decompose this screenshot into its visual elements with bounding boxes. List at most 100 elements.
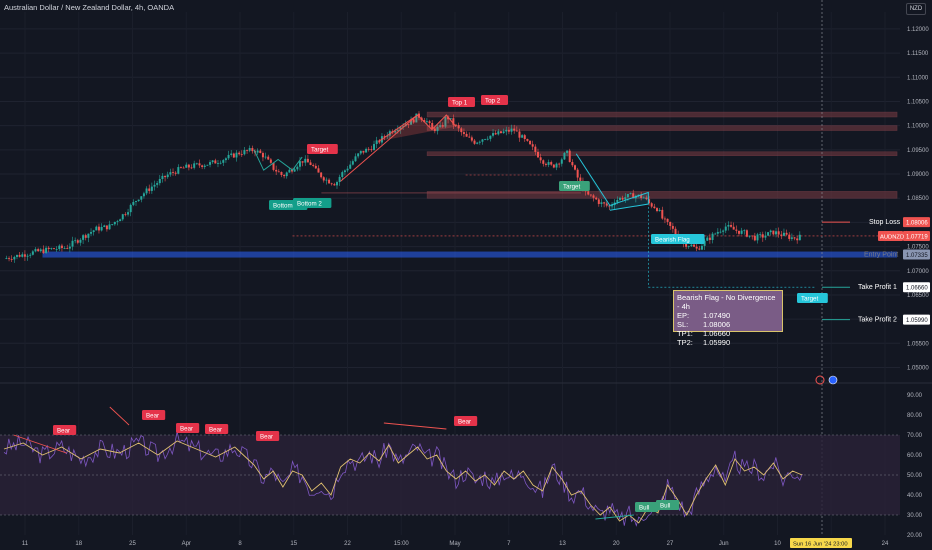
candle-body bbox=[166, 174, 169, 178]
svg-text:Bear: Bear bbox=[260, 434, 273, 441]
time-tick-label: 8 bbox=[238, 541, 242, 547]
price-tick-label: 1.07500 bbox=[907, 245, 929, 251]
candle-body bbox=[277, 171, 280, 173]
candle-body bbox=[193, 163, 196, 168]
price-tick-label: 1.11000 bbox=[907, 75, 929, 81]
candle-body bbox=[798, 234, 801, 241]
candle-body bbox=[669, 221, 672, 226]
rsi-tick-label: 80.00 bbox=[907, 413, 923, 419]
candle-body bbox=[145, 188, 148, 194]
tp1-price-label: 1.06660 bbox=[903, 282, 930, 293]
badge-rsi-bear: Bear bbox=[256, 431, 280, 441]
candle-body bbox=[113, 221, 116, 225]
resistance-zone bbox=[426, 125, 898, 131]
candle-body bbox=[55, 249, 58, 250]
time-tick-label: 11 bbox=[22, 541, 29, 547]
candle-body bbox=[748, 235, 751, 237]
currency-button[interactable]: NZD bbox=[906, 3, 926, 15]
candle-body bbox=[587, 191, 590, 195]
candle-body bbox=[663, 218, 666, 220]
svg-text:Target: Target bbox=[311, 147, 328, 154]
candle-body bbox=[441, 125, 444, 127]
candle-body bbox=[309, 162, 312, 165]
candle-body bbox=[618, 197, 621, 200]
candle-body bbox=[79, 239, 82, 243]
candle-body bbox=[402, 126, 405, 128]
candle-body bbox=[129, 204, 132, 213]
svg-text:Bear: Bear bbox=[146, 413, 159, 420]
candle-body bbox=[322, 177, 325, 181]
candle-body bbox=[415, 113, 418, 123]
candle-body bbox=[756, 234, 759, 241]
candle-body bbox=[510, 128, 513, 132]
entry-point-label: Entry Point bbox=[864, 252, 898, 259]
candle-body bbox=[63, 248, 66, 249]
badge-rsi-bull: Bull bbox=[635, 502, 659, 512]
candle-body bbox=[328, 179, 331, 184]
candle-body bbox=[685, 243, 688, 247]
candle-body bbox=[529, 140, 532, 145]
candle-body bbox=[219, 162, 222, 164]
candle-body bbox=[134, 201, 137, 203]
candle-body bbox=[298, 161, 301, 167]
candle-body bbox=[399, 127, 402, 130]
candle-body bbox=[301, 161, 304, 163]
price-tick-label: 1.05500 bbox=[907, 341, 929, 347]
candle-body bbox=[261, 152, 264, 158]
candle-body bbox=[489, 135, 492, 139]
candle-body bbox=[727, 224, 730, 227]
candle-body bbox=[373, 144, 376, 151]
svg-text:1.07335: 1.07335 bbox=[906, 253, 928, 259]
candle-body bbox=[23, 254, 26, 257]
time-tick-label: 10 bbox=[774, 541, 781, 547]
candle-body bbox=[370, 149, 373, 151]
candle-body bbox=[26, 255, 29, 257]
svg-text:Bearish Flag: Bearish Flag bbox=[655, 237, 690, 244]
candle-body bbox=[153, 184, 156, 187]
divergence-line bbox=[383, 422, 447, 430]
candle-body bbox=[790, 237, 793, 239]
candle-body bbox=[158, 179, 161, 184]
candle-body bbox=[333, 184, 336, 186]
candle-body bbox=[518, 131, 521, 138]
candle-body bbox=[283, 175, 286, 177]
candle-body bbox=[375, 140, 378, 145]
candle-body bbox=[497, 131, 500, 135]
svg-text:Bear: Bear bbox=[57, 428, 70, 435]
rsi-tick-label: 50.00 bbox=[907, 473, 923, 479]
candle-body bbox=[132, 202, 135, 205]
candle-body bbox=[708, 237, 711, 240]
price-tick-label: 1.11500 bbox=[907, 51, 929, 57]
candle-body bbox=[499, 131, 502, 134]
badge-rsi-bull: Bull bbox=[656, 500, 680, 510]
candle-body bbox=[740, 230, 743, 234]
candle-body bbox=[764, 235, 767, 238]
candle-body bbox=[571, 161, 574, 166]
candle-body bbox=[433, 128, 436, 132]
alert-icon bbox=[815, 375, 825, 385]
svg-text:Top 2: Top 2 bbox=[485, 98, 501, 105]
candle-body bbox=[179, 167, 182, 168]
candle-body bbox=[730, 224, 733, 227]
candle-body bbox=[357, 153, 360, 157]
time-tick-label: 20 bbox=[613, 541, 620, 547]
candles bbox=[5, 111, 801, 263]
tp2-price-label: 1.05990 bbox=[903, 314, 930, 325]
candle-body bbox=[232, 153, 235, 158]
candle-body bbox=[439, 125, 442, 127]
time-tick-label: 18 bbox=[75, 541, 82, 547]
candle-body bbox=[555, 163, 558, 168]
candle-body bbox=[698, 248, 701, 250]
candle-body bbox=[449, 118, 452, 120]
candle-body bbox=[285, 172, 288, 177]
candle-body bbox=[201, 165, 204, 167]
candle-body bbox=[695, 246, 698, 249]
price-tick-label: 1.12000 bbox=[907, 27, 929, 33]
candle-body bbox=[645, 197, 648, 200]
candle-body bbox=[777, 231, 780, 235]
svg-text:Target: Target bbox=[801, 296, 818, 303]
svg-text:Bear: Bear bbox=[209, 427, 222, 434]
candle-body bbox=[632, 193, 635, 199]
candle-body bbox=[5, 258, 8, 259]
